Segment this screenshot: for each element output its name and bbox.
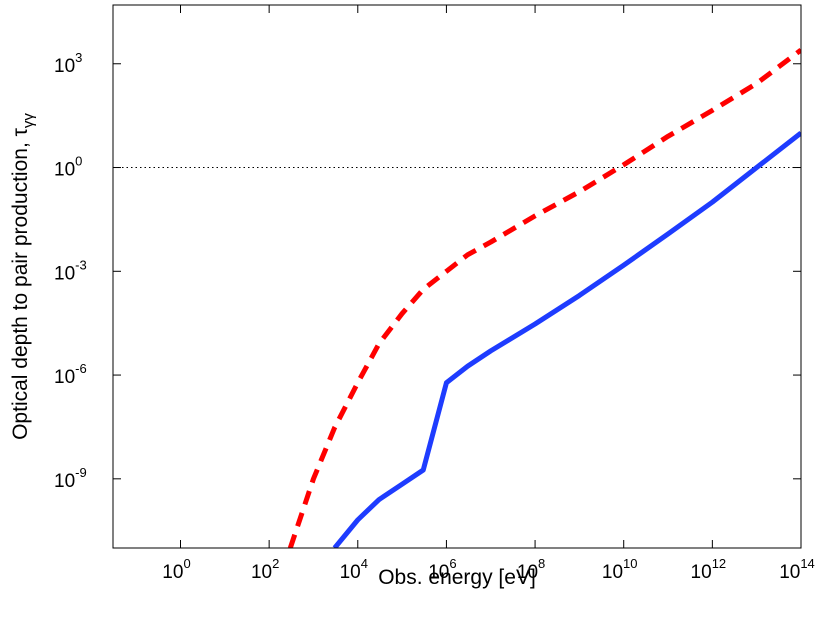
x-tick-base-3: 10 <box>428 562 449 583</box>
y-tick-base-2: 10 <box>54 263 75 284</box>
x-tick-exponent-2: 4 <box>361 556 368 571</box>
y-tick-base-4: 10 <box>54 56 75 77</box>
x-tick-base-6: 10 <box>691 562 712 583</box>
y-tick-exponent-3: 0 <box>75 154 82 169</box>
x-tick-exponent-3: 6 <box>449 556 456 571</box>
x-axis-label: Obs. energy [eV] <box>378 566 536 589</box>
x-tick-base-1: 10 <box>251 562 272 583</box>
x-tick-label-4: 108 <box>517 556 545 583</box>
x-tick-label-7: 1014 <box>779 556 815 583</box>
y-tick-label-4: 103 <box>54 50 82 77</box>
y-axis-label-text: Optical depth to pair production, τ <box>9 127 32 440</box>
y-tick-label-2: 10-3 <box>54 257 87 284</box>
x-tick-label-6: 1012 <box>691 556 727 583</box>
y-tick-label-3: 100 <box>54 154 82 181</box>
x-tick-exponent-1: 2 <box>272 556 279 571</box>
x-tick-exponent-5: 10 <box>623 556 637 571</box>
y-tick-exponent-4: 3 <box>75 50 82 65</box>
y-tick-exponent-1: -6 <box>75 361 87 376</box>
plot-frame <box>112 4 802 549</box>
y-tick-base-1: 10 <box>54 367 75 388</box>
y-tick-label-0: 10-9 <box>54 465 87 492</box>
y-axis-label-subscript: γγ <box>20 113 37 129</box>
x-tick-label-2: 104 <box>340 556 368 583</box>
series-layer <box>113 48 801 548</box>
axes-layer: 100 102 104 106 108 1010 1012 101410-910-610-31… <box>54 4 815 583</box>
x-tick-label-0: 100 <box>162 556 190 583</box>
y-tick-label-1: 10-6 <box>54 361 87 388</box>
x-tick-label-3: 106 <box>428 556 456 583</box>
series-line-0 <box>287 48 801 548</box>
y-axis-label: Optical depth to pair production, τγγ <box>9 113 37 440</box>
series-line-1 <box>332 130 801 548</box>
x-tick-base-2: 10 <box>340 562 361 583</box>
x-tick-base-5: 10 <box>602 562 623 583</box>
x-tick-base-0: 10 <box>162 562 183 583</box>
y-tick-exponent-0: -9 <box>75 465 87 480</box>
y-tick-exponent-2: -3 <box>75 257 87 272</box>
labels-layer: Obs. energy [eV] Optical depth to pair p… <box>9 113 536 589</box>
x-tick-base-7: 10 <box>779 562 800 583</box>
x-tick-label-5: 1010 <box>602 556 638 583</box>
y-tick-base-0: 10 <box>54 471 75 492</box>
x-tick-label-1: 102 <box>251 556 279 583</box>
x-tick-exponent-0: 0 <box>183 556 190 571</box>
y-tick-base-3: 10 <box>54 160 75 181</box>
x-tick-exponent-6: 12 <box>712 556 726 571</box>
x-tick-base-4: 10 <box>517 562 538 583</box>
x-tick-exponent-7: 14 <box>800 556 814 571</box>
x-tick-exponent-4: 8 <box>538 556 545 571</box>
